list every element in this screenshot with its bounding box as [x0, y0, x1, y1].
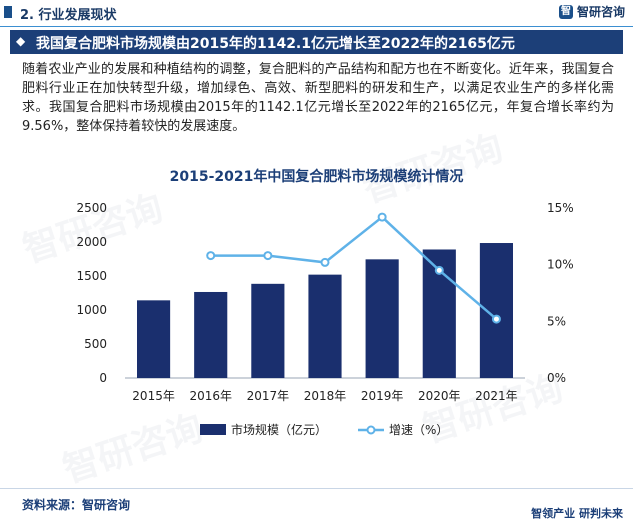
legend-line-marker — [366, 425, 376, 435]
brand-name: 智研咨询 — [576, 5, 625, 19]
bar — [308, 274, 342, 378]
y-right-tick-label: 15% — [547, 201, 574, 215]
growth-point — [320, 257, 330, 267]
legend-line-label: 增速（%） — [389, 423, 448, 437]
growth-line — [210, 215, 498, 321]
chart-title: 2015-2021年中国复合肥料市场规模统计情况 — [169, 169, 464, 185]
legend-bar-swatch — [200, 424, 226, 435]
y-right-tick-label: 0% — [547, 371, 566, 385]
source-note: 资料来源：智研咨询 — [22, 498, 131, 512]
x-tick-label: 2020年 — [418, 389, 461, 403]
growth-point — [491, 314, 501, 324]
y-right-tick-label: 10% — [547, 258, 574, 272]
footer-brand: 智领产业 研判未来 — [531, 507, 623, 520]
section-marker-icon — [4, 6, 12, 18]
growth-point — [263, 251, 273, 261]
section-header: 2. 行业发展现状 智 智研咨询 — [0, 0, 633, 27]
section-label: 2. 行业发展现状 — [20, 8, 117, 23]
y-left-tick-label: 0 — [99, 371, 107, 385]
legend-bar-label: 市场规模（亿元） — [231, 422, 327, 437]
growth-point — [206, 251, 216, 261]
x-tick-label: 2021年 — [475, 389, 518, 403]
bar — [251, 283, 285, 378]
banner-title: 我国复合肥料市场规模由2015年的1142.1亿元增长至2022年的2165亿元 — [36, 36, 515, 52]
brand-logo-icon: 智 — [558, 4, 573, 19]
y-left-tick-label: 1000 — [76, 303, 107, 317]
y-right-tick-label: 5% — [547, 314, 566, 328]
description-paragraph: 随着农业产业的发展和种植结构的调整，复合肥料的产品结构和配方也在不断变化。近年来… — [22, 62, 614, 134]
brand: 智 智研咨询 — [558, 3, 625, 20]
bar — [137, 300, 171, 378]
x-tick-label: 2015年 — [132, 389, 175, 403]
title-banner: ◆ 我国复合肥料市场规模由2015年的1142.1亿元增长至2022年的2165… — [10, 30, 623, 54]
x-tick-label: 2016年 — [189, 389, 232, 403]
growth-point — [377, 212, 387, 222]
divider — [0, 488, 633, 489]
double-arrow-icon: ◆ — [16, 34, 26, 48]
growth-point — [434, 265, 444, 275]
y-left-tick-label: 2500 — [76, 201, 107, 215]
bar — [365, 259, 399, 378]
x-tick-label: 2017年 — [247, 389, 290, 403]
x-tick-label: 2019年 — [361, 389, 404, 403]
chart: 0 500 1000 1500 2000 2500 0% 5% 10% 15% 2015年 2016年… — [76, 201, 574, 437]
y-left-tick-label: 1500 — [76, 269, 107, 283]
x-tick-label: 2018年 — [304, 389, 347, 403]
y-left-tick-label: 500 — [84, 337, 107, 351]
bar — [194, 291, 228, 378]
y-left-tick-label: 2000 — [76, 235, 107, 249]
